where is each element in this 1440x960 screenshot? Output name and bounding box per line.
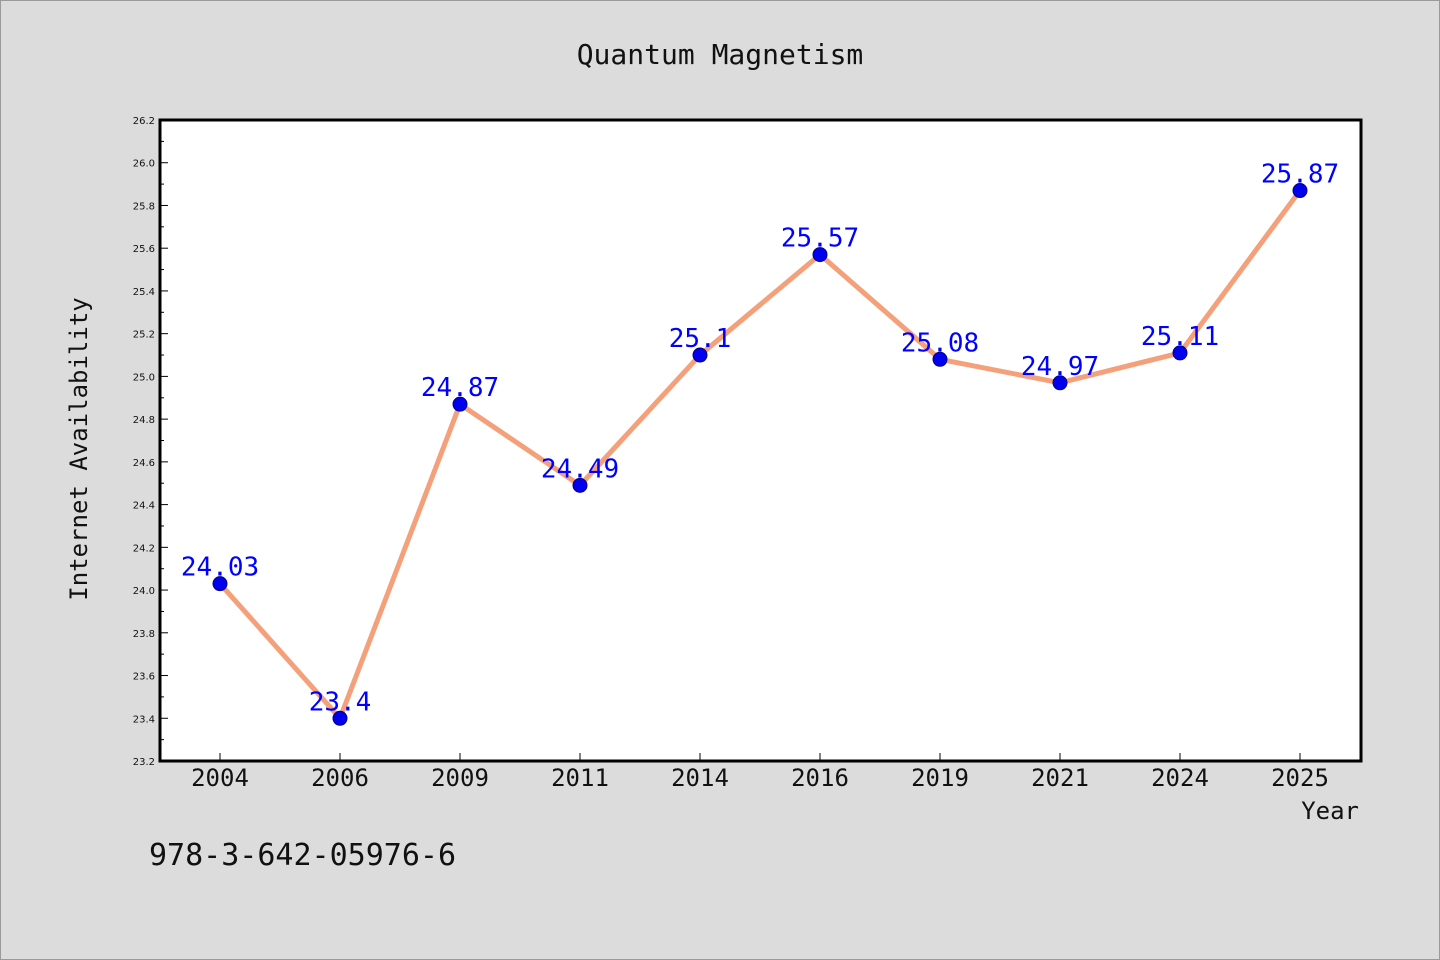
data-value-label: 25.11 bbox=[1141, 322, 1219, 352]
x-axis-tick-label: 2025 bbox=[1271, 764, 1329, 792]
y-axis-tick-label: 26.2 bbox=[133, 116, 155, 127]
series-line bbox=[217, 188, 1303, 721]
y-axis-tick-label: 24.8 bbox=[133, 415, 155, 426]
y-axis-tick-label: 23.2 bbox=[133, 757, 155, 768]
data-value-label: 25.08 bbox=[901, 328, 979, 358]
data-point-marker bbox=[572, 477, 588, 493]
x-axis-tick-label: 2006 bbox=[311, 764, 369, 792]
data-value-label: 24.87 bbox=[421, 373, 499, 403]
isbn-text: 978-3-642-05976-6 bbox=[149, 838, 456, 873]
plot-area bbox=[158, 118, 1363, 763]
y-axis-tick-label: 24.0 bbox=[133, 586, 155, 597]
y-axis-tick-label: 26.0 bbox=[133, 159, 155, 170]
x-axis-tick-label: 2021 bbox=[1031, 764, 1089, 792]
y-axis-tick-label: 24.4 bbox=[133, 501, 155, 512]
data-point-marker bbox=[1172, 345, 1188, 361]
data-point-marker bbox=[332, 710, 348, 726]
data-points bbox=[212, 183, 1308, 726]
y-axis-tick-label: 25.6 bbox=[133, 244, 155, 255]
y-axis-tick-label: 23.8 bbox=[133, 629, 155, 640]
x-axis-label: Year bbox=[1301, 797, 1359, 825]
data-point-marker bbox=[812, 247, 828, 263]
y-axis-tick-label: 23.4 bbox=[133, 714, 155, 725]
data-value-label: 25.57 bbox=[781, 224, 859, 254]
x-axis-tick-label: 2024 bbox=[1151, 764, 1209, 792]
y-axis-tick-label: 25.8 bbox=[133, 201, 155, 212]
data-value-label: 23.4 bbox=[309, 687, 372, 717]
data-point-marker bbox=[452, 396, 468, 412]
data-value-label: 25.1 bbox=[669, 324, 732, 354]
data-point-marker bbox=[1052, 375, 1068, 391]
y-axis-label: Internet Availability bbox=[65, 297, 93, 600]
y-axis-tick-label: 25.2 bbox=[133, 330, 155, 341]
y-axis-tick-label: 25.4 bbox=[133, 287, 155, 298]
data-value-label: 25.87 bbox=[1261, 160, 1339, 190]
y-axis-tick-label: 25.0 bbox=[133, 372, 155, 383]
chart-title: Quantum Magnetism bbox=[577, 38, 864, 71]
data-point-marker bbox=[692, 347, 708, 363]
data-value-label: 24.97 bbox=[1021, 352, 1099, 382]
x-axis-tick-label: 2014 bbox=[671, 764, 729, 792]
y-axis-tick-label: 24.2 bbox=[133, 543, 155, 554]
y-axis-tick-label: 23.6 bbox=[133, 672, 155, 683]
data-series bbox=[217, 188, 1303, 721]
x-axis-tick-label: 2009 bbox=[431, 764, 489, 792]
x-axis-tick-label: 2016 bbox=[791, 764, 849, 792]
y-axis-tick-label: 24.6 bbox=[133, 458, 155, 469]
data-value-label: 24.49 bbox=[541, 454, 619, 484]
y-axis-ticks: 23.2 23.4 23.6 23.8 24.0 24.2 24.4 24.6 24.8 25.0… bbox=[133, 116, 168, 768]
data-point-marker bbox=[212, 576, 228, 592]
x-axis-tick-label: 2011 bbox=[551, 764, 609, 792]
data-point-marker bbox=[932, 351, 948, 367]
x-axis-tick-label: 2004 bbox=[191, 764, 249, 792]
data-value-label: 24.03 bbox=[181, 553, 259, 583]
x-axis-ticks: 2004 2006 2009 2011 2014 2016 2019 2021 2024 2025 bbox=[191, 753, 1329, 792]
data-labels: 24.03 23.4 24.87 24.49 25.1 25.57 25.08 24.97 25… bbox=[181, 160, 1339, 718]
data-point-marker bbox=[1292, 183, 1308, 199]
x-axis-tick-label: 2019 bbox=[911, 764, 969, 792]
